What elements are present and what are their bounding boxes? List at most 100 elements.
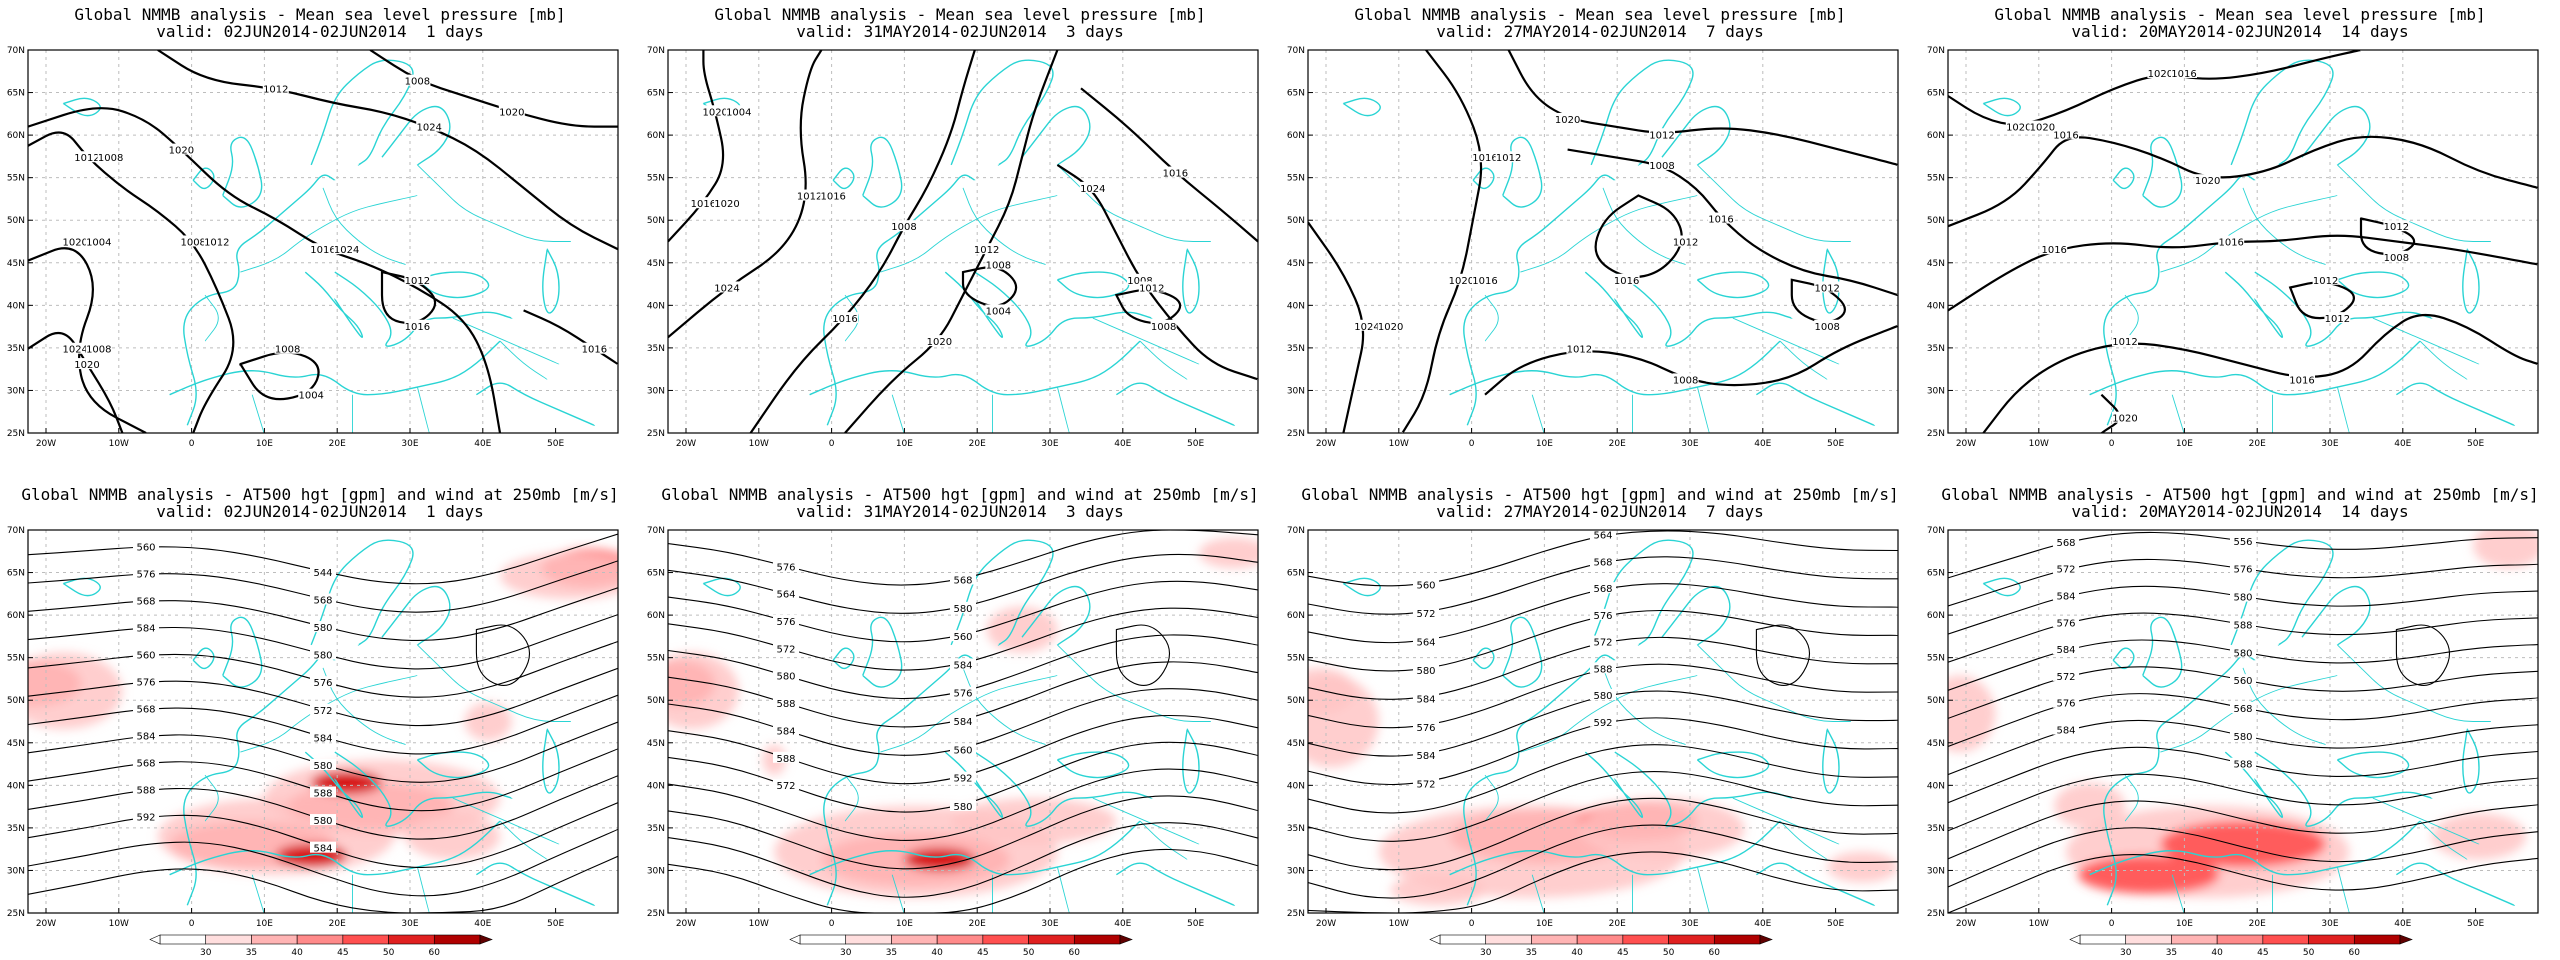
colorbar-label: 45 <box>1617 948 1628 958</box>
contour-label: 1016 <box>310 245 335 256</box>
plot-frame <box>27 529 619 914</box>
panel-title: Global NMMB analysis - Mean sea level pr… <box>1354 5 1846 24</box>
lat-tick-label: 60N <box>1287 131 1305 141</box>
contour-label: 588 <box>2233 620 2252 631</box>
contour-label: 568 <box>1593 584 1612 595</box>
contour-label: 588 <box>136 785 155 796</box>
coastlines <box>62 59 596 427</box>
contour-line <box>668 822 1258 898</box>
contour-label: 580 <box>953 604 972 615</box>
contour-line <box>2395 624 2451 686</box>
lat-tick-label: 65N <box>1287 89 1305 99</box>
lat-tick-label: 50N <box>1287 696 1305 706</box>
lat-tick-label: 65N <box>647 569 665 579</box>
axis-labels: 70N 65N 60N 55N 50N 45N 40N 35N 30N 25N 20W 10W 0 10E… <box>1927 526 2485 929</box>
contour-label: 584 <box>953 717 972 728</box>
contour-label: 576 <box>1416 723 1435 734</box>
lat-tick-label: 25N <box>647 429 665 439</box>
contour-line <box>157 50 618 251</box>
lat-tick-label: 40N <box>1927 781 1945 791</box>
contour-label: 580 <box>776 672 795 683</box>
lat-tick-label: 35N <box>1927 824 1945 834</box>
plot-frame <box>27 49 619 434</box>
contour-label: 1012 <box>2325 314 2350 325</box>
lat-tick-label: 30N <box>647 866 665 876</box>
contour-line <box>1114 288 1182 324</box>
lon-tick-label: 0 <box>2109 439 2115 449</box>
lat-tick-label: 40N <box>647 301 665 311</box>
wind-speed-shading <box>1948 530 2538 898</box>
contour-label: 1012 <box>405 276 430 287</box>
lon-tick-label: 30E <box>2321 919 2338 929</box>
contour-label: 572 <box>2056 565 2075 576</box>
contour-label: 568 <box>1593 557 1612 568</box>
colorbar-label: 60 <box>1709 948 1721 958</box>
wind-colorbar: 30 35 40 45 50 60 <box>149 934 493 958</box>
lon-tick-label: 50E <box>2467 919 2484 929</box>
lat-tick-label: 70N <box>647 526 665 536</box>
wind-colorbar: 30 35 40 45 50 60 <box>2069 934 2413 958</box>
contour-label: 1008 <box>1649 161 1674 172</box>
lat-tick-label: 55N <box>1927 174 1945 184</box>
lat-tick-label: 70N <box>7 526 25 536</box>
contour-label: 588 <box>776 754 795 765</box>
contour-label: 1016 <box>1472 153 1497 164</box>
contour-line <box>1507 50 1898 166</box>
contour-label: 580 <box>313 651 332 662</box>
lon-tick-label: 20W <box>1956 919 1976 929</box>
contour-label: 584 <box>2056 726 2075 737</box>
lat-tick-label: 30N <box>647 386 665 396</box>
lat-tick-label: 70N <box>1287 46 1305 56</box>
contour-label: 1012 <box>1567 345 1592 356</box>
contour-label: 584 <box>776 726 795 737</box>
lat-tick-label: 70N <box>647 46 665 56</box>
lat-tick-label: 50N <box>647 216 665 226</box>
contour-labels: 564 560 568 572 568 564 576 580 572 584 588 576 580 5… <box>1413 530 1616 791</box>
panel-title: Global NMMB analysis - AT500 hgt [gpm] a… <box>1301 485 1899 504</box>
contour-label: 584 <box>1416 694 1435 705</box>
lon-tick-label: 10W <box>109 439 129 449</box>
contour-label: 1012 <box>1649 130 1674 141</box>
contour-label: 1012 <box>1814 283 1839 294</box>
contour-label: 1004 <box>986 306 1011 317</box>
lon-tick-label: 10W <box>1389 919 1409 929</box>
lat-tick-label: 55N <box>1287 654 1305 664</box>
lat-tick-label: 35N <box>1927 344 1945 354</box>
lat-tick-label: 55N <box>7 654 25 664</box>
colorbar-label: 40 <box>1571 948 1583 958</box>
lat-tick-label: 65N <box>1927 89 1945 99</box>
contour-label: 572 <box>313 706 332 717</box>
lat-tick-label: 45N <box>1287 259 1305 269</box>
contour-line <box>1115 624 1171 686</box>
lon-tick-label: 10E <box>2176 919 2193 929</box>
lat-tick-label: 65N <box>647 89 665 99</box>
contour-label: 568 <box>953 576 972 587</box>
wind-speed-shading <box>1308 667 1898 906</box>
contour-label: 1008 <box>86 345 111 356</box>
lon-tick-label: 10E <box>2176 439 2193 449</box>
map-panel: Global NMMB analysis - AT500 hgt [gpm] a… <box>0 480 640 960</box>
map-panel: Global NMMB analysis - Mean sea level pr… <box>1280 0 1920 480</box>
geopotential-contours <box>668 530 1258 913</box>
lon-tick-label: 50E <box>1827 919 1844 929</box>
contour-label: 564 <box>1593 531 1612 542</box>
contour-line <box>1308 824 1898 899</box>
contour-labels: 1020102010201016101610161016101210121012… <box>2005 66 2410 425</box>
panel-valid-range: valid: 27MAY2014-02JUN2014 7 days <box>1436 22 1764 41</box>
lon-tick-label: 20E <box>2249 439 2266 449</box>
country-borders <box>844 644 1211 913</box>
lon-tick-label: 50E <box>547 919 564 929</box>
contour-label: 1016 <box>582 345 607 356</box>
lon-tick-label: 0 <box>189 919 195 929</box>
lat-tick-label: 45N <box>7 259 25 269</box>
contour-label: 568 <box>2233 704 2252 715</box>
lon-tick-label: 10E <box>256 919 273 929</box>
colorbar-label: 30 <box>840 948 852 958</box>
contour-line <box>1790 278 1846 324</box>
contour-label: 1020 <box>74 360 99 371</box>
axis-labels: 70N 65N 60N 55N 50N 45N 40N 35N 30N 25N 20W 10W 0 10E… <box>647 46 1205 449</box>
lat-tick-label: 30N <box>1287 866 1305 876</box>
panel-valid-range: valid: 27MAY2014-02JUN2014 7 days <box>1436 502 1764 521</box>
contour-label: 1016 <box>1163 169 1188 180</box>
lat-tick-label: 45N <box>1927 259 1945 269</box>
